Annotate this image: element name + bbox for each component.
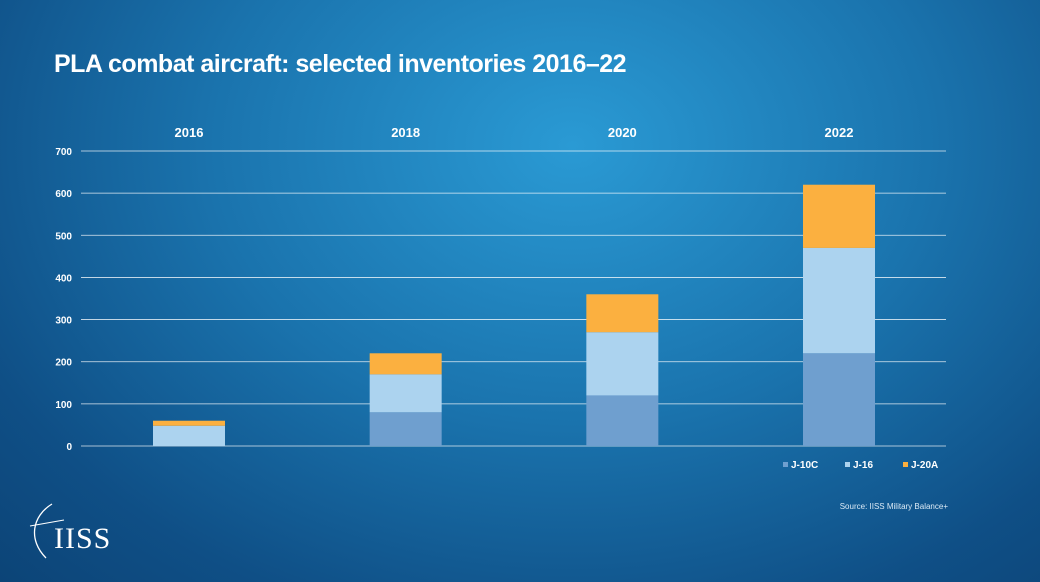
bar-segment-j-16-2020	[586, 332, 659, 396]
y-tick-label: 100	[55, 400, 72, 411]
y-tick-label: 200	[55, 358, 72, 369]
bar-segment-j-10c-2018	[369, 412, 442, 446]
y-tick-label: 0	[66, 442, 72, 453]
legend-swatch-j-16	[845, 462, 850, 467]
source-note: Source: IISS Military Balance+	[839, 502, 948, 511]
y-tick-label: 500	[55, 231, 72, 242]
legend-label-j-10c: J-10C	[791, 460, 818, 471]
bar-segment-j-20a-2018	[369, 353, 442, 375]
category-label: 2016	[175, 125, 204, 140]
bar-segment-j-20a-2020	[586, 294, 659, 333]
category-label: 2018	[391, 125, 420, 140]
y-tick-label: 600	[55, 189, 72, 200]
axis-labels: 0 100 200 300 400 500 600 700 2016 2018 2020 2022	[55, 125, 853, 453]
bar-segment-j-16-2022	[803, 247, 875, 354]
legend-label-j-20a: J-20A	[911, 460, 938, 471]
bar-segment-j-20a-2016	[153, 420, 225, 426]
legend-swatch-j-20a	[903, 462, 908, 467]
y-tick-label: 400	[55, 273, 72, 284]
y-tick-label: 300	[55, 316, 72, 327]
legend-label-j-16: J-16	[853, 460, 873, 471]
category-label: 2022	[825, 125, 854, 140]
legend-swatch-j-10c	[783, 462, 788, 467]
gridlines	[81, 150, 946, 447]
bar-segment-j-16-2018	[369, 374, 442, 413]
bar-segment-j-20a-2022	[803, 184, 875, 248]
chart-title: PLA combat aircraft: selected inventorie…	[54, 50, 627, 78]
bar-segment-j-16-2016	[153, 425, 225, 446]
bars	[153, 184, 875, 446]
logo-text: IISS	[54, 522, 112, 555]
bar-segment-j-10c-2020	[586, 395, 659, 446]
legend: J-10C J-16 J-20A	[783, 460, 938, 471]
y-tick-label: 700	[55, 147, 72, 158]
category-label: 2020	[608, 125, 637, 140]
bar-segment-j-10c-2022	[803, 353, 875, 446]
iiss-logo: IISS	[24, 496, 134, 566]
logo-arc-icon	[29, 503, 65, 559]
